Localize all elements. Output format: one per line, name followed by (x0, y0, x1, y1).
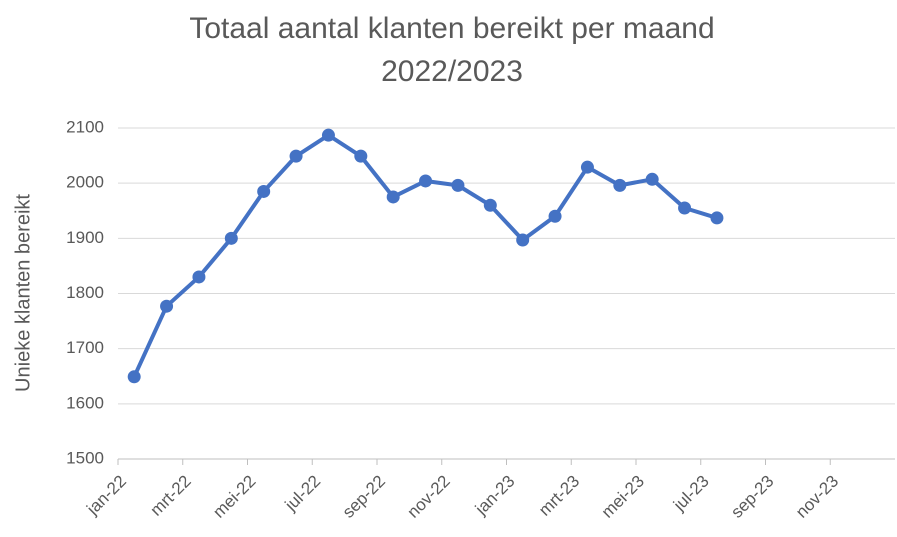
chart-subtitle: 2022/2023 (381, 55, 523, 88)
y-tick-label: 1600 (66, 393, 104, 412)
marker (451, 178, 465, 192)
marker (678, 201, 692, 215)
y-tick-label: 1500 (66, 448, 104, 467)
x-tick-label: nov-23 (792, 472, 842, 522)
marker (516, 233, 530, 247)
marker (386, 190, 400, 204)
marker (580, 160, 594, 174)
chart-title: Totaal aantal klanten bereikt per maand (189, 12, 714, 45)
marker (354, 149, 368, 163)
marker (127, 370, 141, 384)
marker (613, 178, 627, 192)
marker (160, 299, 174, 313)
y-tick-label: 2000 (66, 173, 104, 192)
x-tick-label: jan-22 (82, 472, 130, 520)
x-tick-label: sep-23 (727, 472, 777, 522)
x-tick-label: jul-23 (669, 472, 713, 516)
x-tick-label: jan-23 (471, 472, 519, 520)
y-axis-label: Unieke klanten bereikt (12, 194, 34, 392)
marker (645, 172, 659, 186)
x-tick-label: nov-22 (404, 472, 454, 522)
y-tick-label: 1700 (66, 338, 104, 357)
x-tick-label: jul-22 (281, 472, 325, 516)
marker (321, 128, 335, 142)
x-tick-label: mei-23 (598, 472, 648, 522)
line (132, 133, 718, 378)
marker (192, 270, 206, 284)
marker (224, 231, 238, 245)
y-tick-label: 1800 (66, 283, 104, 302)
x-tick-label: mrt-23 (535, 472, 583, 520)
x-tick-label: mrt-22 (147, 472, 195, 520)
marker (548, 209, 562, 223)
marker (419, 174, 433, 188)
marker (710, 211, 724, 225)
y-tick-label: 2100 (66, 117, 104, 136)
y-tick-label: 1900 (66, 228, 104, 247)
marker (289, 149, 303, 163)
x-tick-label: mei-22 (209, 472, 259, 522)
x-tick-label: sep-22 (339, 472, 389, 522)
marker (483, 198, 497, 212)
marker (257, 184, 271, 198)
